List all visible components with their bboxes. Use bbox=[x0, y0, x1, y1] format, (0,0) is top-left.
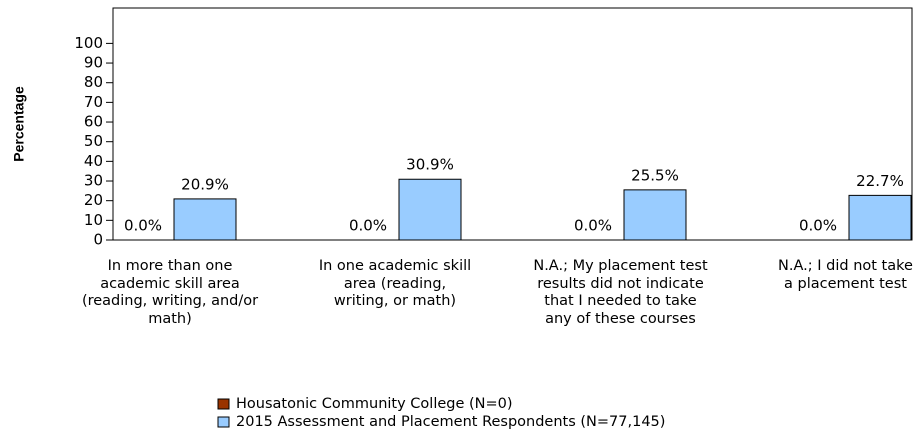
value-label: 30.9% bbox=[406, 156, 454, 174]
x-tick-label: N.A.; I did not take a placement test bbox=[778, 258, 913, 292]
y-tick-label: 70 bbox=[84, 93, 103, 111]
bar bbox=[848, 194, 912, 241]
legend-swatch bbox=[217, 398, 230, 410]
y-axis-label: Percentage bbox=[11, 86, 27, 162]
y-tick-label: 100 bbox=[74, 34, 103, 52]
y-tick-label: 0 bbox=[93, 231, 103, 249]
legend-label: Housatonic Community College (N=0) bbox=[236, 396, 513, 412]
value-label: 0.0% bbox=[349, 217, 387, 235]
x-tick-label: In more than one academic skill area (re… bbox=[81, 258, 259, 327]
value-label: 25.5% bbox=[631, 166, 679, 184]
value-label: 0.0% bbox=[799, 217, 837, 235]
legend-swatch bbox=[217, 416, 230, 428]
value-label: 20.9% bbox=[181, 175, 229, 193]
y-tick-label: 90 bbox=[84, 54, 103, 72]
plot-frame bbox=[112, 7, 913, 241]
value-label: 0.0% bbox=[124, 217, 162, 235]
value-label: 22.7% bbox=[856, 172, 904, 190]
y-tick-label: 20 bbox=[84, 191, 103, 209]
x-tick-label: N.A.; My placement test results did not … bbox=[533, 258, 708, 327]
value-label: 0.0% bbox=[574, 217, 612, 235]
bar bbox=[623, 189, 687, 241]
y-tick-label: 60 bbox=[84, 113, 103, 131]
legend-label: 2015 Assessment and Placement Respondent… bbox=[236, 414, 665, 430]
y-tick-label: 30 bbox=[84, 172, 103, 190]
y-tick-label: 10 bbox=[84, 211, 103, 229]
x-tick-label: In one academic skill area (reading, wri… bbox=[318, 258, 472, 309]
y-tick-label: 40 bbox=[84, 152, 103, 170]
y-tick-label: 80 bbox=[84, 73, 103, 91]
bar bbox=[173, 198, 237, 241]
bar bbox=[398, 178, 462, 241]
y-tick-label: 50 bbox=[84, 132, 103, 150]
